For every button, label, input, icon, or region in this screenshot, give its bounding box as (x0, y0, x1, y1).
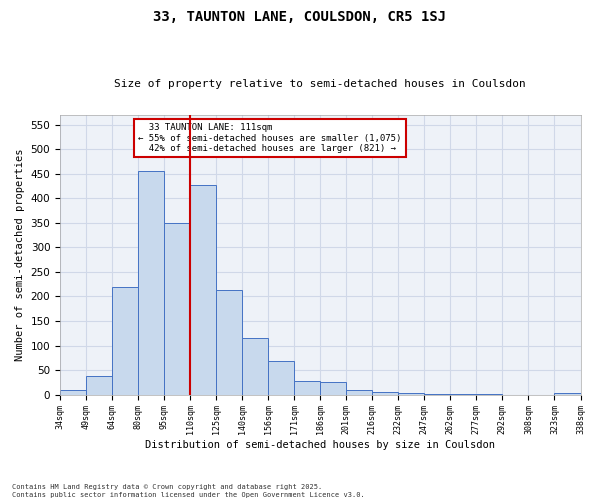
Title: Size of property relative to semi-detached houses in Coulsdon: Size of property relative to semi-detach… (115, 79, 526, 89)
Bar (242, 338, 268, 394)
Bar (190, 184, 216, 394)
Bar (346, 390, 373, 394)
Bar (138, 172, 164, 394)
Text: 33, TAUNTON LANE, COULSDON, CR5 1SJ: 33, TAUNTON LANE, COULSDON, CR5 1SJ (154, 10, 446, 24)
Bar (268, 362, 294, 394)
Bar (216, 290, 242, 395)
Bar (294, 382, 320, 394)
Bar (373, 392, 398, 394)
Text: 33 TAUNTON LANE: 111sqm
← 55% of semi-detached houses are smaller (1,075)
  42% : 33 TAUNTON LANE: 111sqm ← 55% of semi-de… (138, 123, 401, 153)
Bar (112, 286, 138, 395)
Bar (554, 393, 581, 394)
Y-axis label: Number of semi-detached properties: Number of semi-detached properties (15, 148, 25, 361)
X-axis label: Distribution of semi-detached houses by size in Coulsdon: Distribution of semi-detached houses by … (145, 440, 495, 450)
Bar (164, 223, 190, 394)
Bar (86, 376, 112, 394)
Bar (320, 382, 346, 394)
Bar (60, 390, 86, 394)
Text: Contains HM Land Registry data © Crown copyright and database right 2025.
Contai: Contains HM Land Registry data © Crown c… (12, 484, 365, 498)
Bar (398, 393, 424, 394)
